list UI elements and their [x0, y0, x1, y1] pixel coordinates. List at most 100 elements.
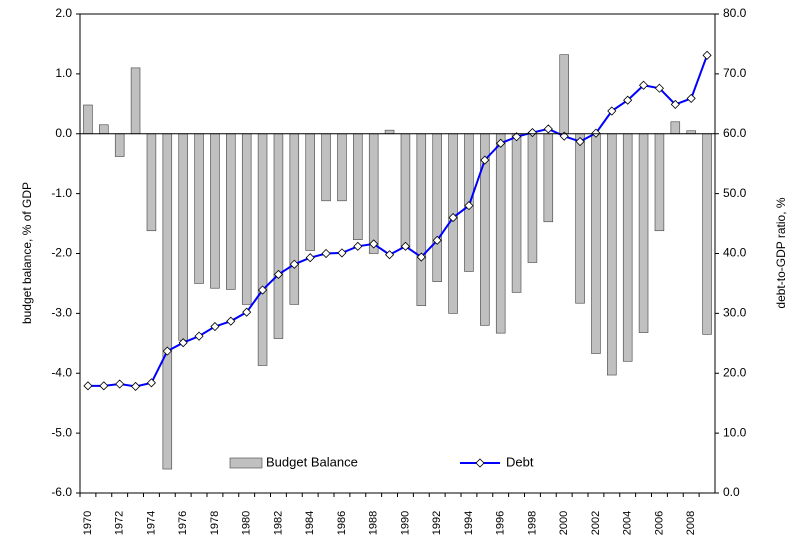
- x-tick-label: 1986: [336, 511, 348, 535]
- bar: [337, 133, 347, 202]
- y2-tick-label: 10.0: [723, 425, 747, 439]
- x-tick-label: 1996: [495, 511, 507, 535]
- x-tick-label: 1998: [526, 511, 538, 535]
- bar: [559, 54, 569, 135]
- y-tick-label: 1.0: [55, 66, 72, 80]
- bar: [416, 133, 427, 306]
- bar: [384, 129, 395, 135]
- debt-marker: [305, 253, 315, 263]
- debt-marker: [273, 269, 284, 280]
- bar: [289, 133, 300, 305]
- debt-marker: [448, 213, 458, 223]
- debt-marker: [257, 285, 268, 295]
- bar: [130, 67, 141, 135]
- debt-marker: [369, 239, 379, 249]
- x-tick-label: 1976: [177, 511, 189, 535]
- bar: [162, 133, 173, 470]
- x-tick-label: 1970: [82, 511, 94, 535]
- legend-label: Budget Balance: [266, 454, 358, 469]
- bar: [99, 124, 109, 135]
- bar: [622, 133, 633, 362]
- debt-marker: [623, 95, 633, 105]
- x-tick-label: 2004: [622, 511, 634, 535]
- bar: [495, 133, 506, 334]
- debt-marker: [210, 321, 220, 332]
- debt-marker: [607, 106, 617, 116]
- y-tick-label: 2.0: [55, 6, 72, 20]
- debt-marker: [99, 381, 109, 391]
- x-tick-label: 2000: [558, 511, 570, 535]
- bar: [400, 133, 411, 248]
- y-tick-label: 0.0: [55, 126, 72, 140]
- bar: [543, 133, 554, 223]
- debt-marker: [162, 346, 172, 356]
- x-tick-label: 1974: [145, 511, 157, 535]
- debt-marker: [496, 138, 506, 148]
- debt-marker: [543, 124, 553, 134]
- plot-frame: [79, 13, 716, 494]
- legend-marker: [475, 458, 485, 468]
- debt-marker: [321, 248, 331, 259]
- debt-marker: [638, 80, 649, 90]
- y2-axis-label: debt-to-GDP ratio, %: [774, 197, 788, 308]
- x-tick-label: 1988: [368, 511, 380, 535]
- x-tick-label: 1978: [209, 511, 221, 535]
- y-tick-label: -5.0: [51, 425, 72, 439]
- bar: [257, 133, 268, 366]
- bar: [702, 133, 712, 335]
- bar: [226, 133, 236, 290]
- legend-swatch: [229, 457, 263, 469]
- bar: [178, 133, 188, 341]
- x-tick-label: 1982: [272, 511, 284, 535]
- y2-tick-label: 80.0: [723, 6, 747, 20]
- bar: [210, 133, 220, 289]
- debt-marker: [432, 235, 442, 245]
- bar: [511, 133, 522, 293]
- x-tick-label: 2006: [653, 511, 665, 535]
- x-tick-label: 2008: [685, 511, 697, 535]
- debt-marker: [464, 201, 474, 211]
- bar: [432, 133, 442, 282]
- bar: [607, 133, 617, 376]
- debt-marker: [686, 93, 696, 103]
- bar: [83, 104, 93, 135]
- legend-label: Debt: [506, 454, 534, 469]
- debt-marker: [575, 136, 585, 147]
- bar: [194, 133, 204, 284]
- debt-marker: [480, 155, 490, 165]
- debt-marker: [384, 250, 395, 260]
- debt-marker: [115, 379, 125, 389]
- debt-marker: [400, 241, 411, 251]
- debt-marker: [242, 307, 252, 317]
- debt-marker: [130, 381, 141, 391]
- y-tick-label: -4.0: [51, 365, 72, 379]
- debt-marker: [337, 248, 347, 258]
- bar: [368, 133, 379, 254]
- bar: [321, 133, 331, 202]
- bar: [591, 133, 601, 354]
- x-tick-label: 1972: [114, 511, 126, 535]
- y-tick-label: -2.0: [51, 246, 72, 260]
- x-tick-label: 2002: [590, 511, 602, 535]
- bar: [305, 133, 315, 251]
- debt-marker: [511, 132, 522, 142]
- debt-marker: [702, 50, 712, 60]
- y2-tick-label: 50.0: [723, 186, 747, 200]
- bar: [527, 133, 538, 263]
- debt-line: [87, 54, 709, 388]
- debt-marker: [353, 241, 363, 251]
- debt-marker: [194, 331, 204, 341]
- bar: [146, 133, 157, 232]
- debt-marker: [670, 99, 680, 109]
- y-tick-label: -3.0: [51, 306, 72, 320]
- x-tick-label: 1990: [399, 511, 411, 535]
- debt-marker: [289, 259, 299, 269]
- y2-tick-label: 0.0: [723, 485, 740, 499]
- debt-marker: [226, 316, 236, 326]
- bar: [241, 133, 252, 305]
- bar: [670, 121, 681, 135]
- x-tick-label: 1992: [431, 511, 443, 535]
- debt-marker: [416, 252, 426, 262]
- y-tick-label: -1.0: [51, 186, 72, 200]
- debt-marker: [527, 127, 538, 138]
